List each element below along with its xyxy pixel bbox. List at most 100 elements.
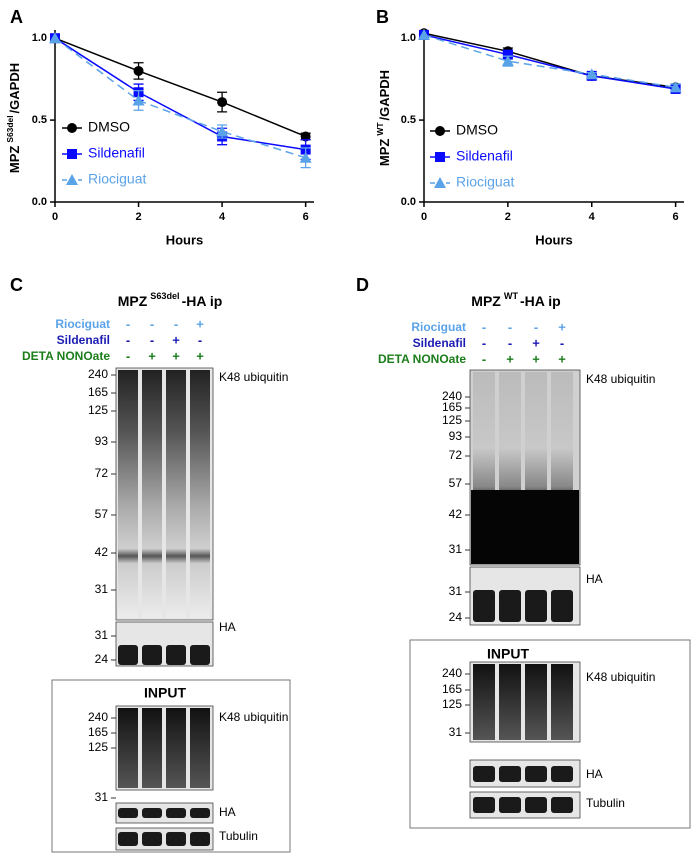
blot-lane	[525, 664, 547, 740]
panel-label: A	[10, 7, 23, 27]
blot-title-main: MPZ	[118, 293, 148, 309]
blot-lane	[551, 664, 573, 740]
blot-label: Tubulin	[586, 796, 625, 810]
data-point	[669, 81, 682, 93]
treatment-sign: -	[560, 335, 564, 350]
blot-band	[142, 832, 162, 846]
legend-marker	[66, 174, 78, 185]
treatment-sign: -	[150, 316, 154, 331]
blot-lane	[142, 708, 162, 788]
mw-marker: 125	[88, 740, 108, 754]
treatment-label: Sildenafil	[57, 333, 110, 347]
data-point	[502, 49, 513, 60]
blot-band	[190, 645, 210, 665]
x-tick-label: 0	[52, 211, 58, 223]
y-tick-label: 0.5	[401, 114, 416, 126]
data-point	[132, 94, 145, 106]
blot-band	[473, 590, 495, 622]
mw-marker: 240	[88, 710, 108, 724]
x-tick-label: 4	[219, 211, 226, 223]
treatment-label: Riociguat	[411, 320, 466, 334]
y-tick-label: 0.0	[32, 196, 47, 208]
legend-label: Sildenafil	[456, 148, 513, 164]
treatment-label: DETA NONOate	[378, 352, 466, 366]
blot-band	[190, 832, 210, 846]
data-point	[585, 68, 598, 80]
blot-title-rest: -HA ip	[182, 293, 223, 309]
x-tick-label: 4	[589, 211, 596, 223]
legend-marker	[434, 177, 446, 188]
mw-marker: 93	[449, 429, 463, 443]
input-box	[409, 639, 691, 829]
mw-marker: 240	[88, 367, 108, 381]
treatment-sign: -	[126, 316, 130, 331]
treatment-sign: +	[558, 351, 566, 366]
blot-band	[499, 797, 521, 813]
treatment-sign: +	[532, 351, 540, 366]
blot-lane	[190, 370, 210, 618]
mw-marker: 125	[88, 403, 108, 417]
treatment-sign: -	[534, 319, 538, 334]
legend-label: DMSO	[456, 122, 498, 138]
y-axis-label-rest: /GAPDH	[7, 63, 22, 114]
input-box	[51, 679, 291, 853]
blot-band	[118, 645, 138, 665]
x-tick-label: 2	[505, 211, 511, 223]
mw-marker: 165	[442, 400, 462, 414]
treatment-sign: +	[196, 316, 204, 331]
blot-band	[551, 797, 573, 813]
x-tick-label: 6	[303, 211, 309, 223]
blot-lane	[473, 664, 495, 740]
blot-label: HA	[586, 572, 603, 586]
y-tick-label: 0.5	[32, 114, 47, 126]
legend-label: Riociguat	[456, 174, 514, 190]
mw-marker: 42	[95, 545, 109, 559]
blot-lane	[190, 708, 210, 788]
y-axis-label-main: MPZ	[7, 146, 22, 174]
mw-marker: 240	[442, 666, 462, 680]
x-tick-label: 6	[673, 211, 679, 223]
y-tick-label: 0.0	[401, 196, 416, 208]
blot-title-rest: -HA ip	[520, 293, 561, 309]
series-line	[54, 37, 306, 159]
blot-band	[166, 832, 186, 846]
blot-label: HA	[586, 767, 603, 781]
legend-marker	[67, 149, 77, 159]
input-title: INPUT	[487, 646, 529, 662]
x-axis-label: Hours	[535, 232, 573, 247]
treatment-sign: -	[198, 332, 202, 347]
panel-label: B	[376, 7, 389, 27]
mw-marker: 72	[449, 448, 463, 462]
blot-label: Tubulin	[219, 829, 258, 843]
mw-marker: 125	[442, 413, 462, 427]
blot-lane	[118, 370, 138, 618]
mw-marker: 165	[442, 682, 462, 696]
mw-marker: 42	[449, 507, 463, 521]
treatment-sign: +	[506, 351, 514, 366]
blot-lane	[166, 370, 186, 618]
data-point	[299, 151, 312, 163]
y-tick-label: 1.0	[32, 32, 47, 44]
mw-marker: 31	[449, 584, 463, 598]
y-axis-label-sup: WT	[375, 122, 385, 136]
blot-label: HA	[219, 620, 236, 634]
blot-label: K48 ubiquitin	[586, 372, 655, 386]
data-point	[49, 32, 61, 44]
blot-band	[118, 808, 138, 818]
mw-marker: 31	[95, 582, 109, 596]
series-line	[423, 32, 676, 89]
blot-band	[473, 766, 495, 782]
treatment-sign: +	[558, 319, 566, 334]
mw-marker: 31	[95, 790, 109, 804]
mw-marker: 93	[95, 434, 109, 448]
mw-marker: 31	[449, 725, 463, 739]
blot-lane	[142, 370, 162, 618]
treatment-sign: -	[174, 316, 178, 331]
treatment-sign: -	[508, 335, 512, 350]
blot-title-sup: WT	[504, 291, 519, 301]
legend-label: DMSO	[88, 119, 130, 135]
blot-title-sup: S63del	[150, 291, 179, 301]
blot-band	[190, 808, 210, 818]
blot-band	[118, 832, 138, 846]
mw-marker: 165	[88, 725, 108, 739]
